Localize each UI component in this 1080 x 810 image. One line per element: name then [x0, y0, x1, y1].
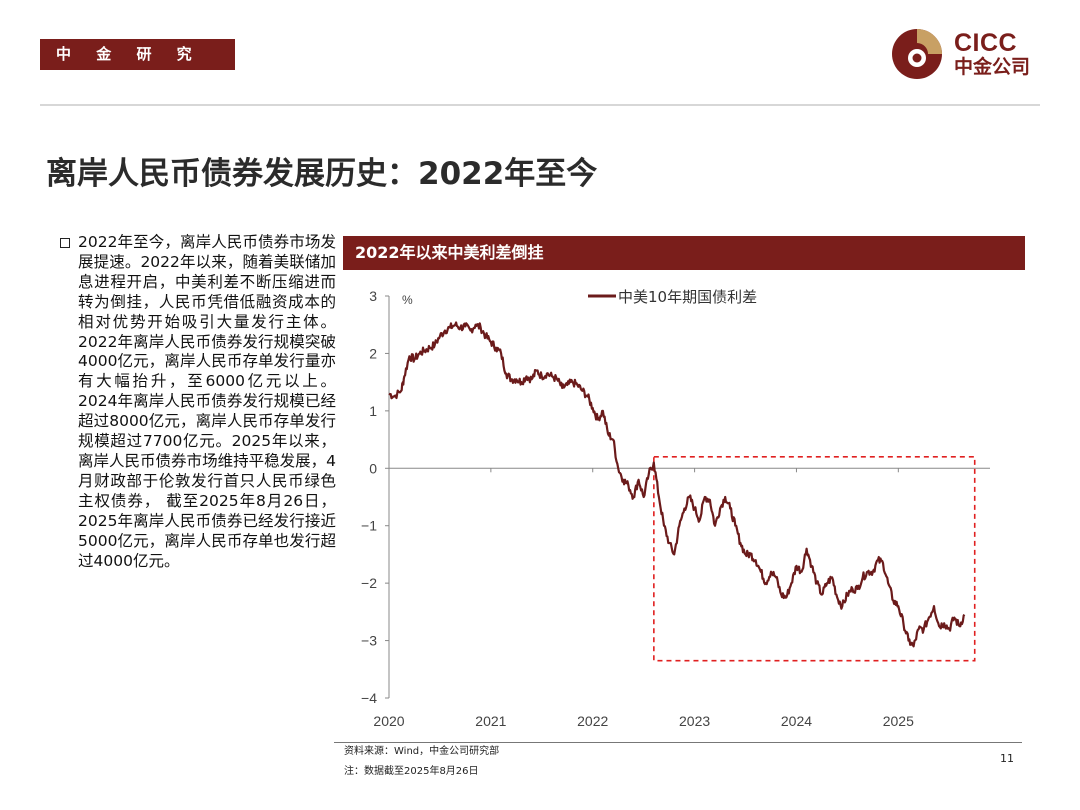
chart-header: 2022年以来中美利差倒挂 — [343, 236, 1025, 270]
y-tick-label: 3 — [369, 288, 377, 304]
y-tick-label: −1 — [361, 518, 377, 534]
x-tick-label: 2023 — [679, 713, 710, 729]
y-tick-label: −3 — [361, 633, 377, 649]
spread-line-chart: 3 2 1 0 −1 −2 −3 −4% 2020 2021 2022 2023 2024 2025 中美1… — [361, 288, 990, 729]
x-tick-label: 2021 — [475, 713, 506, 729]
y-tick-label: 0 — [369, 460, 377, 476]
bullet-square-icon — [60, 238, 70, 248]
y-unit-label: % — [402, 293, 413, 307]
y-tick-label: 2 — [369, 345, 377, 361]
x-tick-label: 2025 — [883, 713, 914, 729]
y-tick-label: −2 — [361, 575, 377, 591]
logo-text-cn: 中金公司 — [954, 56, 1031, 78]
legend-label: 中美10年期国债利差 — [618, 288, 757, 306]
footer-divider — [334, 742, 1022, 743]
body-paragraph: 2022年至今，离岸人民币债券市场发展提速。2022年以来，随着美联储加息进程开… — [78, 233, 336, 570]
header-divider — [40, 104, 1040, 106]
series-line-spread — [388, 321, 966, 648]
y-tick-label: 1 — [369, 403, 377, 419]
logo-text-en: CICC — [954, 29, 1018, 57]
cicc-logo: CICC 中金公司 — [890, 27, 1040, 83]
page-number: 11 — [1000, 752, 1014, 765]
source-note: 资料来源：Wind，中金公司研究部 — [344, 746, 500, 757]
x-tick-label: 2022 — [577, 713, 608, 729]
y-tick-label: −4 — [361, 690, 377, 706]
x-tick-label: 2020 — [373, 713, 404, 729]
date-note: 注：数据截至2025年8月26日 — [344, 766, 479, 777]
section-tag: 中 金 研 究 部 — [40, 39, 235, 94]
x-tick-label: 2024 — [781, 713, 812, 729]
page-title: 离岸人民币债券发展历史：2022年至今 — [46, 156, 598, 192]
highlight-dashed-box — [653, 456, 976, 662]
cicc-logo-mark-icon — [892, 29, 942, 79]
